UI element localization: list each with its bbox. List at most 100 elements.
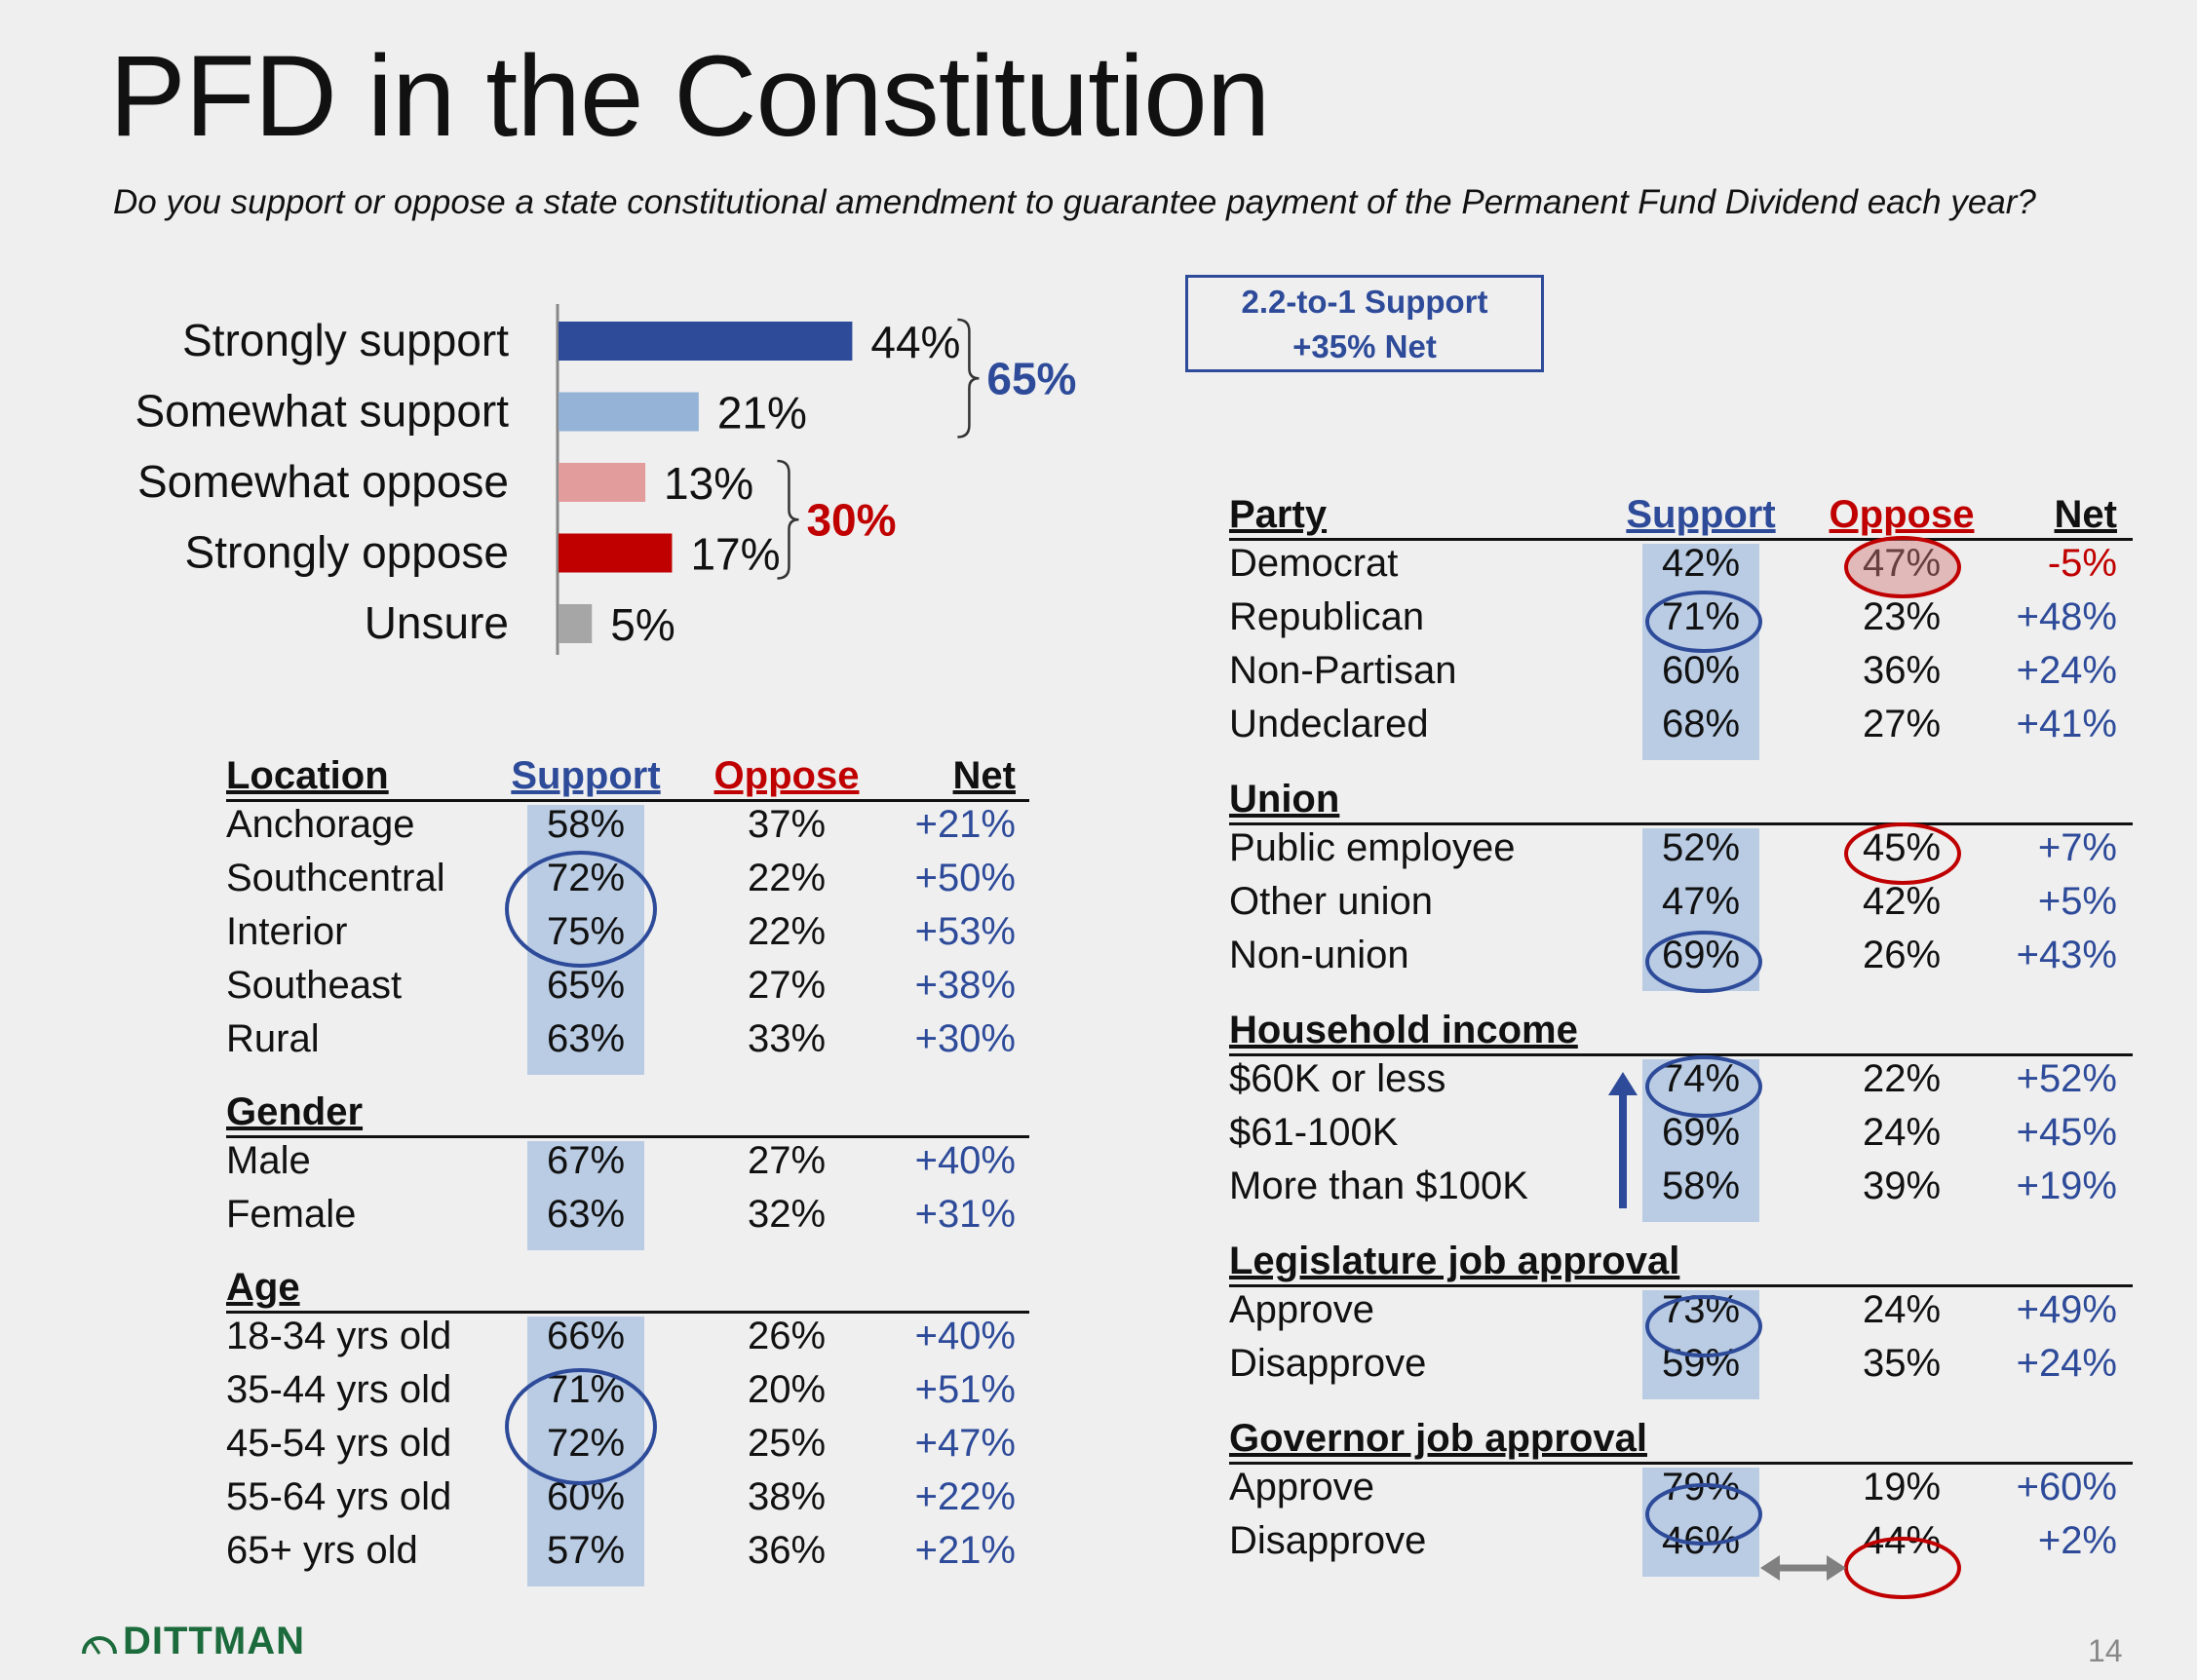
oppose-value: 24%: [1862, 1288, 1942, 1331]
row-label: Undeclared: [1229, 703, 1429, 745]
oppose-value: 45%: [1862, 826, 1942, 869]
support-value: 69%: [1661, 934, 1741, 976]
callout-ratio: 2.2-to-1 Support: [1241, 284, 1488, 320]
support-value: 63%: [546, 1017, 626, 1060]
oppose-value: 26%: [1862, 934, 1942, 976]
bar-category-label: Unsure: [365, 597, 509, 648]
section-header: Age: [226, 1266, 300, 1309]
support-value: 60%: [546, 1475, 626, 1518]
support-value: 58%: [546, 803, 626, 846]
row-label: 55-64 yrs old: [226, 1475, 452, 1518]
section-divider: [226, 799, 1029, 802]
oppose-value: 25%: [747, 1422, 827, 1465]
page-title: PFD in the Constitution: [109, 32, 1270, 161]
section-divider: [1229, 1053, 2133, 1056]
net-value: +40%: [914, 1139, 1016, 1182]
survey-question: Do you support or oppose a state constit…: [113, 183, 2036, 221]
support-value: 74%: [1661, 1057, 1741, 1100]
support-value: 47%: [1661, 880, 1741, 923]
oppose-value: 39%: [1862, 1165, 1942, 1207]
row-label: Interior: [226, 910, 348, 953]
oppose-value: 32%: [747, 1193, 827, 1236]
row-label: Southeast: [226, 964, 403, 1007]
callout-net: +35% Net: [1292, 328, 1437, 364]
net-value: +40%: [914, 1315, 1016, 1357]
row-label: Disapprove: [1229, 1519, 1427, 1562]
bar-value-label: 17%: [690, 529, 780, 580]
oppose-value: 37%: [747, 803, 827, 846]
support-value: 75%: [546, 910, 626, 953]
support-value: 63%: [546, 1193, 626, 1236]
group-total-label: 30%: [806, 494, 896, 545]
section-header: Gender: [226, 1090, 364, 1133]
net-value: +50%: [914, 857, 1016, 899]
column-header-net: Net: [2054, 493, 2117, 536]
oppose-value: 27%: [747, 964, 827, 1007]
column-header-net: Net: [952, 754, 1016, 797]
group-bracket: [777, 459, 799, 580]
row-label: 18-34 yrs old: [226, 1315, 452, 1357]
row-label: Republican: [1229, 595, 1425, 638]
group-bracket: [957, 318, 980, 439]
support-value: 65%: [546, 964, 626, 1007]
bar: [559, 392, 699, 432]
net-value: +30%: [914, 1017, 1016, 1060]
support-value: 72%: [546, 857, 626, 899]
dittman-logo: DITTMAN: [80, 1620, 305, 1667]
net-value: +21%: [914, 803, 1016, 846]
net-value: +45%: [2016, 1111, 2117, 1154]
row-label: Anchorage: [226, 803, 415, 846]
net-value: +38%: [914, 964, 1016, 1007]
section-divider: [1229, 538, 2133, 541]
oppose-value: 27%: [1862, 703, 1942, 745]
support-ratio-callout: 2.2-to-1 Support +35% Net: [1185, 275, 1544, 372]
row-label: Approve: [1229, 1288, 1374, 1331]
support-value: 52%: [1661, 826, 1741, 869]
section-divider: [226, 1135, 1029, 1138]
bar: [559, 463, 646, 502]
row-label: 45-54 yrs old: [226, 1422, 452, 1465]
oppose-value: 42%: [1862, 880, 1942, 923]
row-label: Rural: [226, 1017, 320, 1060]
section-header: Governor job approval: [1229, 1417, 1647, 1460]
oppose-value: 24%: [1862, 1111, 1942, 1154]
page-number: 14: [2088, 1633, 2123, 1668]
bar: [559, 604, 593, 643]
oppose-value: 36%: [1862, 649, 1942, 692]
support-value: 73%: [1661, 1288, 1741, 1331]
column-header-oppose: Oppose: [1829, 493, 1975, 536]
oppose-value: 44%: [1862, 1519, 1942, 1562]
oppose-value: 22%: [747, 910, 827, 953]
support-value: 66%: [546, 1315, 626, 1357]
net-value: +52%: [2016, 1057, 2117, 1100]
net-value: +2%: [2037, 1519, 2117, 1562]
section-header: Location: [226, 754, 389, 797]
net-value: +21%: [914, 1529, 1016, 1572]
bar-value-label: 13%: [664, 458, 753, 509]
logo-text: DITTMAN: [123, 1620, 305, 1662]
net-value: +22%: [914, 1475, 1016, 1518]
bar-category-label: Somewhat oppose: [137, 456, 509, 507]
section-divider: [1229, 1284, 2133, 1287]
section-divider: [1229, 822, 2133, 825]
support-highlight: [527, 1141, 644, 1250]
oppose-value: 35%: [1862, 1342, 1942, 1385]
bar-category-label: Somewhat support: [135, 386, 509, 437]
oppose-value: 47%: [1862, 542, 1942, 585]
section-header: Union: [1229, 778, 1340, 821]
section-header: Legislature job approval: [1229, 1240, 1680, 1282]
bar-value-label: 5%: [610, 599, 675, 650]
section-divider: [1229, 1462, 2133, 1465]
row-label: Democrat: [1229, 542, 1399, 585]
oppose-value: 22%: [1862, 1057, 1942, 1100]
support-value: 58%: [1661, 1165, 1741, 1207]
net-value: +43%: [2016, 934, 2117, 976]
row-label: More than $100K: [1229, 1165, 1528, 1207]
support-value: 79%: [1661, 1466, 1741, 1508]
bar: [559, 322, 853, 361]
net-value: +60%: [2016, 1466, 2117, 1508]
net-value: +48%: [2016, 595, 2117, 638]
net-value: -5%: [2047, 542, 2117, 585]
row-label: Female: [226, 1193, 357, 1236]
